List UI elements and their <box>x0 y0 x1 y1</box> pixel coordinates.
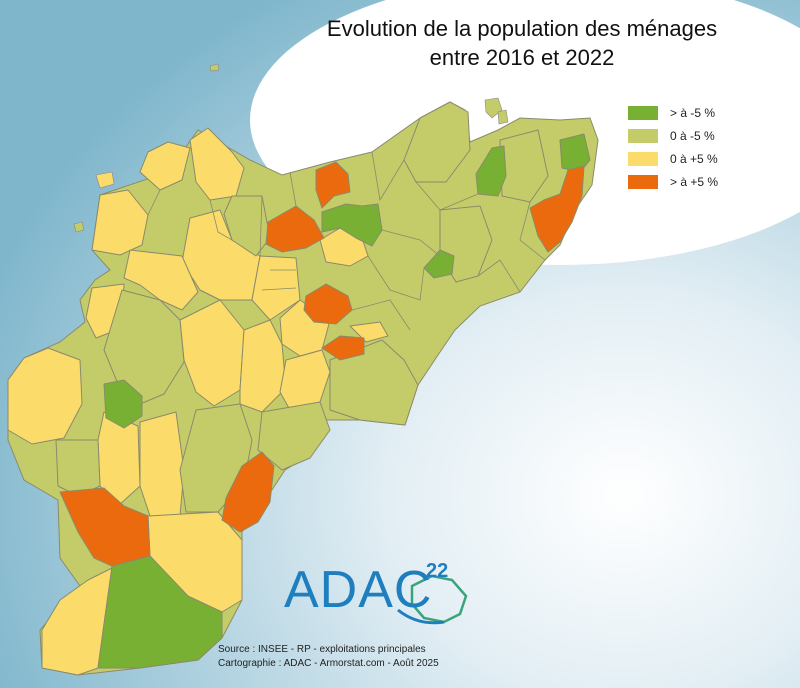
commune-shape <box>123 249 199 311</box>
commune-shape <box>239 319 287 413</box>
island-shape <box>209 63 220 72</box>
legend-item: 0 à +5 % <box>628 150 718 168</box>
legend: > à -5 % 0 à -5 % 0 à +5 % > à +5 % <box>628 104 718 196</box>
logo-text: ADAC <box>284 561 433 619</box>
commune-shape <box>265 205 325 253</box>
island-shape <box>95 171 115 189</box>
title-line-1: Evolution de la population des ménages <box>326 16 718 41</box>
commune-shape <box>221 451 275 533</box>
legend-swatch <box>628 129 658 143</box>
commune-layer <box>7 101 591 676</box>
commune-shape <box>403 101 471 183</box>
commune-shape <box>139 141 191 191</box>
commune-shape <box>321 203 383 247</box>
commune-shape <box>423 249 455 279</box>
legend-label: 0 à +5 % <box>670 152 718 166</box>
legend-label: > à -5 % <box>670 106 716 120</box>
commune-shape <box>251 255 301 321</box>
commune-shape <box>315 161 351 209</box>
commune-shape <box>97 555 223 669</box>
legend-item: 0 à -5 % <box>628 127 718 145</box>
commune-shape <box>303 283 353 325</box>
map-title: Evolution de la population des ménages e… <box>262 14 782 72</box>
commune-shape <box>59 487 151 567</box>
commune-shape <box>321 335 365 361</box>
island-shape <box>497 109 509 125</box>
legend-item: > à -5 % <box>628 104 718 122</box>
island-shape <box>484 97 503 119</box>
commune-shape <box>257 401 331 471</box>
legend-label: 0 à -5 % <box>670 129 715 143</box>
title-line-2: entre 2016 et 2022 <box>429 45 615 70</box>
legend-swatch <box>628 152 658 166</box>
legend-swatch <box>628 175 658 189</box>
commune-shape <box>103 289 185 405</box>
commune-shape <box>103 379 143 429</box>
commune-shape <box>475 145 507 197</box>
source-note: Source : INSEE - RP - exploitations prin… <box>218 643 439 671</box>
commune-shape <box>349 321 389 343</box>
commune-shape <box>139 411 185 517</box>
commune-shape <box>179 299 245 407</box>
logo-emblem <box>397 574 468 625</box>
legend-swatch <box>628 106 658 120</box>
logo-superscript: 22 <box>426 560 449 582</box>
commune-shape <box>7 347 83 445</box>
commune-shape <box>559 133 591 173</box>
commune-shape <box>329 339 419 426</box>
boundary-lines <box>147 151 546 331</box>
commune-shape <box>529 165 585 253</box>
commune-shape <box>91 189 149 256</box>
commune-shape <box>55 439 101 497</box>
legend-label: > à +5 % <box>670 175 719 189</box>
island-shape <box>73 221 85 233</box>
legend-item: > à +5 % <box>628 173 718 191</box>
source-line-1: Source : INSEE - RP - exploitations prin… <box>218 644 426 655</box>
source-line-2: Cartographie : ADAC - Armorstat.com - Ao… <box>218 658 439 669</box>
commune-shape <box>189 127 245 201</box>
